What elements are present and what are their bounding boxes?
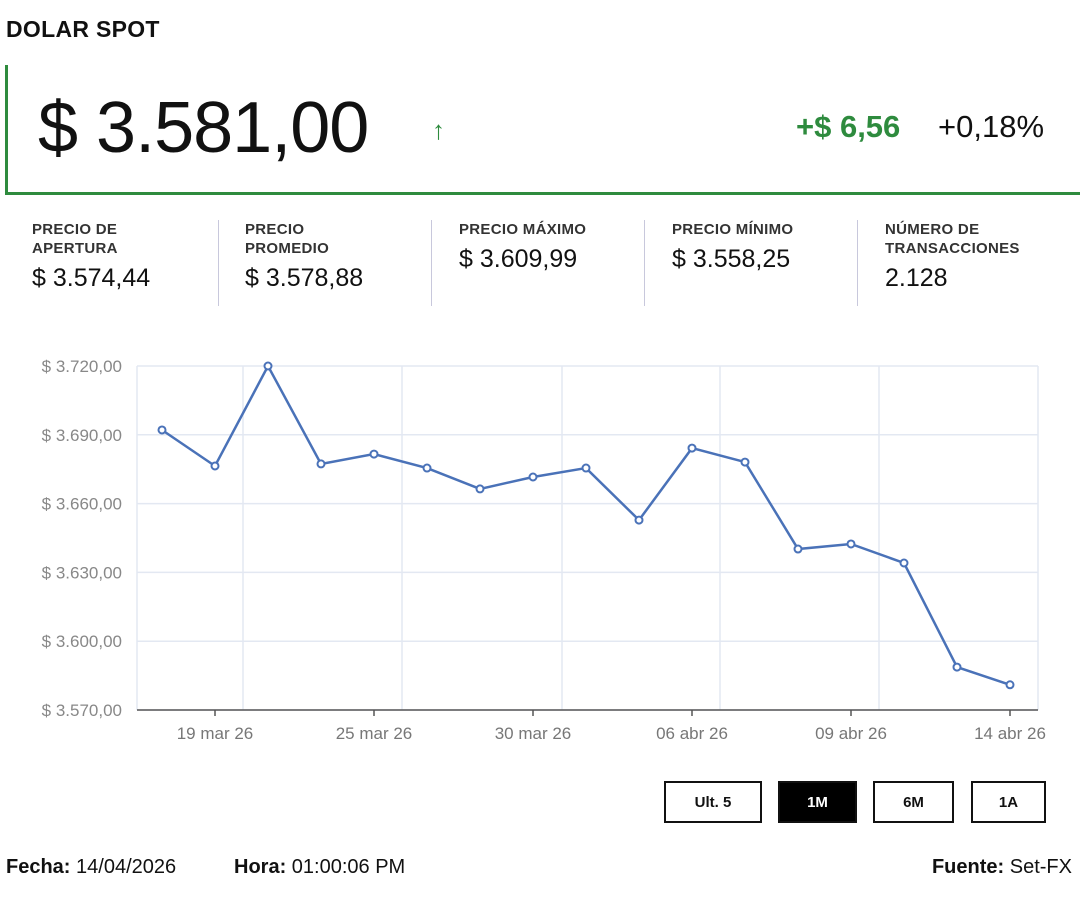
stat-label: PROMEDIO bbox=[245, 240, 330, 257]
data-point bbox=[316, 459, 326, 469]
stat-min-price: PRECIO MÍNIMO $ 3.558,25 bbox=[644, 220, 793, 306]
data-point bbox=[952, 662, 962, 672]
stat-label: TRANSACCIONES bbox=[885, 240, 1020, 257]
stat-value: $ 3.574,44 bbox=[32, 264, 151, 292]
footer-date: Fecha: 14/04/2026 bbox=[6, 856, 176, 879]
y-tick-label: $ 3.720,00 bbox=[42, 357, 122, 376]
x-tick-label: 30 mar 26 bbox=[495, 724, 572, 743]
data-point bbox=[740, 457, 750, 467]
data-point bbox=[793, 544, 803, 554]
price-panel: $ 3.581,00 ↑ +$ 6,56 +0,18% bbox=[5, 65, 1080, 195]
footer-time: Hora: 01:00:06 PM bbox=[234, 856, 405, 879]
data-point bbox=[581, 463, 591, 473]
stat-label: PRECIO MÁXIMO bbox=[459, 221, 587, 238]
x-tick-label: 19 mar 26 bbox=[177, 724, 254, 743]
source-value: Set-FX bbox=[1009, 856, 1072, 878]
range-button-6m[interactable]: 6M bbox=[873, 781, 954, 823]
stat-value: $ 3.558,25 bbox=[672, 245, 791, 273]
date-value: 14/04/2026 bbox=[76, 856, 177, 878]
data-point bbox=[210, 461, 220, 471]
stat-average-price: PRECIO PROMEDIO $ 3.578,88 bbox=[218, 220, 363, 306]
stat-label: APERTURA bbox=[32, 240, 118, 257]
arrow-up-icon: ↑ bbox=[432, 115, 445, 145]
source-label: Fuente: bbox=[931, 856, 1005, 878]
stat-transactions: NÚMERO DE TRANSACCIONES 2.128 bbox=[857, 220, 1020, 306]
time-label: Hora: bbox=[234, 856, 287, 878]
price-change-percent: +0,18% bbox=[938, 109, 1045, 144]
data-point bbox=[475, 484, 485, 494]
x-tick-label: 09 abr 26 bbox=[815, 724, 887, 743]
y-tick-label: $ 3.600,00 bbox=[42, 632, 122, 651]
stat-label: PRECIO bbox=[245, 221, 305, 238]
stat-label: PRECIO DE bbox=[32, 221, 118, 238]
stat-label: PRECIO MÍNIMO bbox=[672, 221, 794, 238]
stat-value: 2.128 bbox=[885, 264, 948, 292]
y-tick-label: $ 3.570,00 bbox=[42, 701, 122, 720]
x-tick-label: 14 abr 26 bbox=[974, 724, 1046, 743]
price-change: +$ 6,56 bbox=[796, 109, 901, 144]
stats-row: PRECIO DE APERTURA $ 3.574,44 PRECIO PRO… bbox=[0, 220, 1080, 308]
data-point bbox=[687, 443, 697, 453]
data-point bbox=[634, 515, 644, 525]
x-tick-label: 25 mar 26 bbox=[336, 724, 413, 743]
current-price: $ 3.581,00 bbox=[38, 88, 369, 168]
y-tick-label: $ 3.630,00 bbox=[42, 563, 122, 582]
y-tick-label: $ 3.690,00 bbox=[42, 426, 122, 445]
data-point bbox=[263, 361, 273, 371]
range-button-5d[interactable]: Ult. 5 bbox=[664, 781, 762, 823]
range-button-1m[interactable]: 1M bbox=[778, 781, 857, 823]
x-tick-label: 06 abr 26 bbox=[656, 724, 728, 743]
stat-value: $ 3.609,99 bbox=[459, 245, 578, 273]
footer-source: Fuente: Set-FX bbox=[932, 856, 1072, 879]
stat-opening-price: PRECIO DE APERTURA $ 3.574,44 bbox=[18, 220, 150, 306]
data-point bbox=[1005, 680, 1015, 690]
price-line-chart: $ 3.720,00 $ 3.690,00 $ 3.660,00 $ 3.630,00… bbox=[42, 357, 1046, 743]
data-point bbox=[899, 558, 909, 568]
data-point bbox=[846, 539, 856, 549]
series-line bbox=[161, 363, 1011, 686]
data-point bbox=[422, 463, 432, 473]
data-point bbox=[528, 472, 538, 482]
data-point bbox=[157, 425, 167, 435]
data-point bbox=[369, 449, 379, 459]
page-title: DOLAR SPOT bbox=[6, 16, 160, 42]
stat-max-price: PRECIO MÁXIMO $ 3.609,99 bbox=[431, 220, 586, 306]
stat-value: $ 3.578,88 bbox=[245, 264, 364, 292]
time-value: 01:00:06 PM bbox=[291, 856, 406, 878]
range-button-1y[interactable]: 1A bbox=[971, 781, 1046, 823]
y-tick-label: $ 3.660,00 bbox=[42, 495, 122, 514]
date-label: Fecha: bbox=[6, 856, 71, 878]
stat-label: NÚMERO DE bbox=[885, 221, 980, 238]
